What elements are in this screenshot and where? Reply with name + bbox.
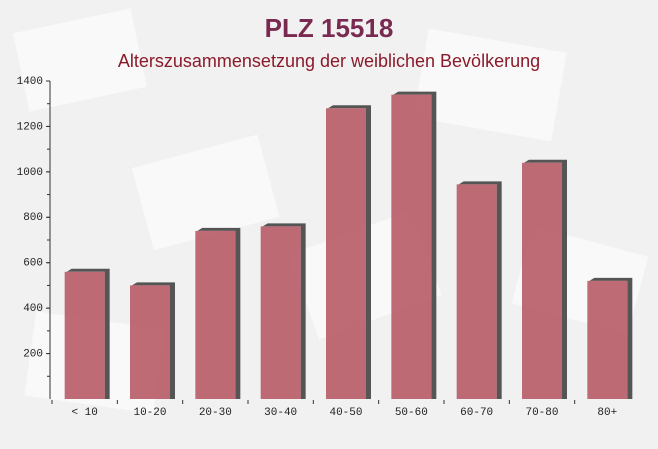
bar [130,285,170,399]
bar [64,271,105,399]
bar-shadow [328,105,371,399]
bar-shadow [262,223,306,399]
x-tick-label: 70-80 [525,407,558,419]
bar-shadow [458,181,502,399]
x-tick-label: 80+ [597,407,617,419]
bar-shadow [524,159,567,399]
y-tick-label: 200 [23,348,43,360]
y-tick-label: 1000 [17,167,43,179]
x-tick-label: 20-30 [199,407,232,419]
bar [326,108,366,399]
x-tick-label: 10-20 [133,407,166,419]
x-tick-label: 40-50 [329,407,362,419]
bar [260,226,301,399]
x-tick-label: < 10 [71,407,97,419]
bar-shadow [132,282,175,399]
x-tick-label: 30-40 [264,407,297,419]
bar [195,230,236,399]
bar [391,94,432,399]
x-tick-label: 60-70 [460,407,493,419]
y-tick-label: 1200 [17,121,43,133]
chart-title: PLZ 15518 [265,13,394,43]
y-tick-label: 800 [23,212,43,224]
y-tick-label: 400 [23,303,43,315]
bar-shadow [393,91,437,399]
chart-subtitle: Alterszusammensetzung der weiblichen Bev… [118,51,540,71]
bar-shadow [589,277,633,399]
bar [456,184,497,399]
y-tick-label: 1400 [17,76,43,88]
bar-shadow [66,268,110,399]
y-tick-label: 600 [23,258,43,270]
bar [522,162,562,399]
bar [587,280,628,399]
x-tick-label: 50-60 [395,407,428,419]
bar-shadow [197,227,241,399]
